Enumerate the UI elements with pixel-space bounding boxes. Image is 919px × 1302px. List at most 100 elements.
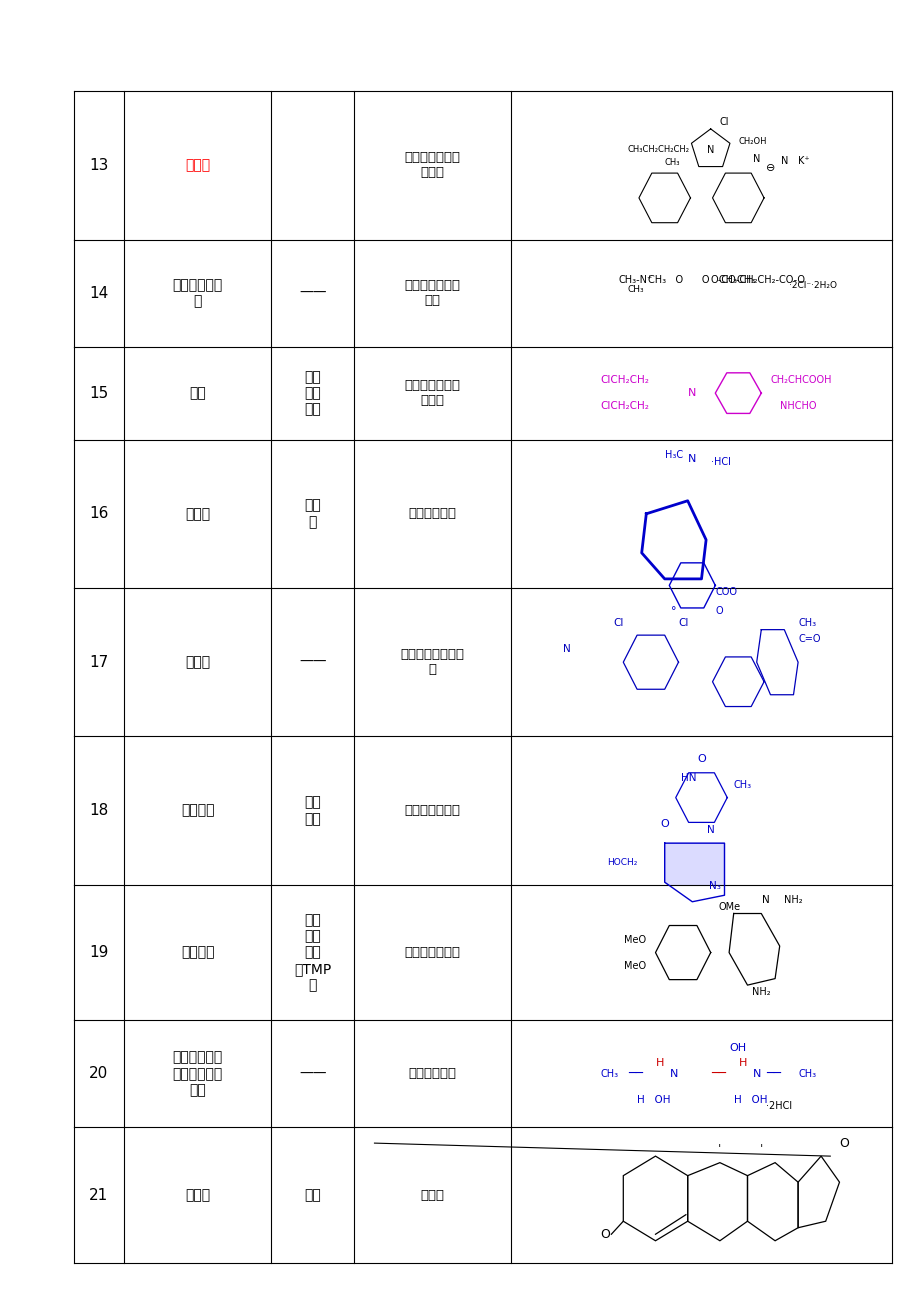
Text: ——: —— [299, 655, 326, 669]
Text: CH₃: CH₃ [797, 1069, 815, 1079]
Text: ⊖: ⊖ [765, 163, 775, 173]
Text: ˈ: ˈ [759, 1143, 762, 1156]
Text: 孕激素: 孕激素 [420, 1189, 444, 1202]
Polygon shape [664, 844, 724, 902]
Text: O: O [697, 754, 705, 763]
Text: 15: 15 [89, 385, 108, 401]
Text: H₃C: H₃C [664, 450, 682, 460]
Text: 叠氮
胸苷: 叠氮 胸苷 [304, 796, 321, 825]
Bar [74, 737, 891, 885]
Text: N: N [669, 1069, 677, 1079]
Text: 血管紧张素受体
拮抗剂: 血管紧张素受体 拮抗剂 [404, 151, 460, 180]
Bar [74, 589, 891, 737]
Text: N: N [761, 896, 769, 905]
Text: ——: —— [299, 286, 326, 299]
Text: CH₃-N⁺: CH₃-N⁺ [618, 275, 652, 285]
Text: 氯化琥珀酸胆
碱: 氯化琥珀酸胆 碱 [173, 279, 222, 309]
Text: 17: 17 [89, 655, 108, 669]
Text: 盐酸乙胺丁醇
（两相同手性
碳）: 盐酸乙胺丁醇 （两相同手性 碳） [173, 1051, 222, 1098]
Text: 13: 13 [89, 158, 108, 173]
Text: 20: 20 [89, 1066, 108, 1082]
Text: 甲酰
溶肉
瘤素: 甲酰 溶肉 瘤素 [304, 370, 321, 417]
Text: H: H [738, 1059, 746, 1069]
Text: °: ° [671, 607, 675, 616]
Text: N: N [752, 1069, 760, 1079]
Text: NHCHO: NHCHO [779, 401, 815, 411]
Text: 21: 21 [89, 1187, 108, 1203]
Text: Cl: Cl [677, 618, 687, 628]
Text: ·2HCl: ·2HCl [766, 1101, 791, 1112]
Text: NH₂: NH₂ [783, 896, 802, 905]
Bar [74, 1128, 891, 1263]
Text: 齐多夫定: 齐多夫定 [181, 803, 214, 818]
Text: 甲氧
苄胺
嘧啶
（TMP
）: 甲氧 苄胺 嘧啶 （TMP ） [294, 913, 331, 992]
Text: 氯沙坦: 氯沙坦 [185, 159, 210, 172]
Text: Cl: Cl [719, 117, 729, 128]
Text: H   OH: H OH [733, 1095, 766, 1105]
Text: N₃: N₃ [709, 881, 720, 891]
Text: C=O: C=O [797, 634, 820, 643]
Text: O-CO-CH₂CH₂-CO-O: O-CO-CH₂CH₂-CO-O [710, 275, 805, 285]
Text: K⁺: K⁺ [797, 156, 809, 167]
Text: N: N [687, 454, 696, 464]
Bar [74, 885, 891, 1021]
Text: N: N [706, 825, 714, 835]
Text: ──: ── [710, 1068, 725, 1081]
Text: MeO: MeO [623, 935, 645, 944]
Text: HN: HN [681, 773, 697, 783]
Text: CH₃CH₂CH₂CH₂: CH₃CH₂CH₂CH₂ [627, 146, 689, 154]
Text: ClCH₂CH₂: ClCH₂CH₂ [599, 375, 649, 385]
Text: 合成抗结核药: 合成抗结核药 [408, 1068, 456, 1081]
Text: H: H [655, 1059, 664, 1069]
Text: ──: ── [627, 1068, 642, 1081]
Text: O: O [715, 607, 722, 616]
Text: NH₂: NH₂ [751, 987, 770, 996]
Text: CH₂CHCOOH: CH₂CHCOOH [769, 375, 831, 385]
Text: HOCH₂: HOCH₂ [606, 858, 636, 867]
Bar [74, 1021, 891, 1128]
Text: 哌啶类镇痛药: 哌啶类镇痛药 [408, 508, 456, 521]
Bar [74, 440, 891, 589]
Text: 16: 16 [89, 506, 108, 521]
Text: N: N [687, 388, 696, 398]
Text: 哌替啶: 哌替啶 [185, 506, 210, 521]
Text: ·HCl: ·HCl [710, 457, 730, 466]
Text: 核苷类抗病毒药: 核苷类抗病毒药 [404, 805, 460, 818]
Text: ˈ: ˈ [718, 1143, 720, 1156]
Text: COO: COO [715, 587, 736, 596]
Text: 咪唑类广谱抗真菌
药: 咪唑类广谱抗真菌 药 [400, 648, 464, 676]
Text: N: N [752, 154, 760, 164]
Text: 14: 14 [89, 285, 108, 301]
Text: Cl: Cl [613, 618, 623, 628]
Text: 甲氧苄啶: 甲氧苄啶 [181, 945, 214, 960]
Bar [74, 91, 891, 240]
Text: 磺胺类抗菌药物: 磺胺类抗菌药物 [404, 947, 460, 960]
Text: 氮芥类烷化剂抗
肿瘤药: 氮芥类烷化剂抗 肿瘤药 [404, 379, 460, 408]
Text: CH₃: CH₃ [664, 159, 679, 167]
Text: CH₂OH: CH₂OH [738, 138, 766, 146]
Text: OH: OH [729, 1043, 746, 1053]
Text: MeO: MeO [623, 961, 645, 970]
Text: O: O [838, 1137, 848, 1150]
Text: 19: 19 [89, 945, 108, 960]
Text: 孕酮: 孕酮 [304, 1189, 321, 1202]
Bar [74, 240, 891, 346]
Text: OMe: OMe [717, 902, 740, 911]
Text: ClCH₂CH₂: ClCH₂CH₂ [599, 401, 649, 411]
Text: CH₃   O      O   CH₃CH₃: CH₃ O O CH₃CH₃ [647, 275, 754, 285]
Text: 18: 18 [89, 803, 108, 818]
Text: 氮甲: 氮甲 [189, 387, 206, 400]
Text: ·2Cl⁻·2H₂O: ·2Cl⁻·2H₂O [789, 281, 836, 290]
Text: 酮康唑: 酮康唑 [185, 655, 210, 669]
Text: O: O [599, 1228, 609, 1241]
Text: 黄体酮: 黄体酮 [185, 1189, 210, 1202]
Text: 去极化型肌肉松
弛药: 去极化型肌肉松 弛药 [404, 279, 460, 307]
Text: ——: —— [299, 1066, 326, 1081]
Text: O: O [660, 819, 668, 828]
Text: CH₃: CH₃ [627, 285, 644, 294]
Text: H   OH: H OH [636, 1095, 670, 1105]
Text: CH₃: CH₃ [733, 780, 751, 789]
Bar [74, 346, 891, 440]
Text: ──: ── [766, 1068, 780, 1081]
Text: CH₃: CH₃ [797, 618, 815, 628]
